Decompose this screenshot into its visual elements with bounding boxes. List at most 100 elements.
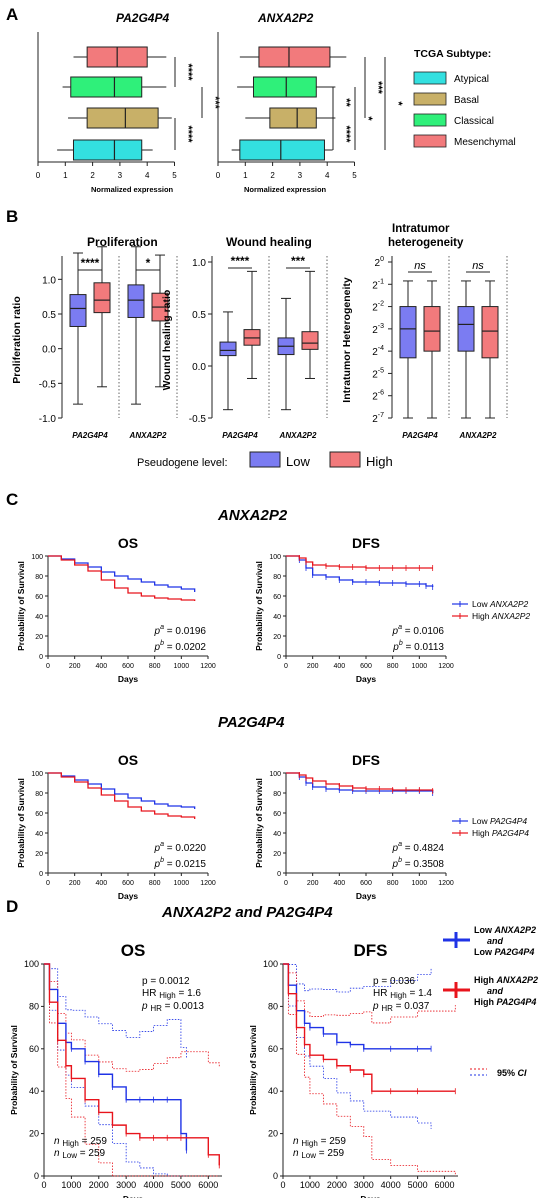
panel-b-title-2: Wound healing	[226, 235, 312, 249]
panel-a-plot-anxa2p2: 0 1 2 3 4 5***********	[216, 32, 404, 180]
x-axis-label: Days	[123, 1194, 144, 1198]
y-tick-label: 80	[35, 791, 43, 798]
x-tick-label: 0	[36, 171, 41, 180]
legend-label-high: High PA2G4P4	[472, 828, 529, 838]
x-tick-label: 200	[307, 880, 319, 887]
y-axis-label: Probability of Survival	[248, 1025, 258, 1115]
y-tick-label: 20	[375, 256, 385, 269]
sig-label: ***	[209, 96, 221, 110]
y-axis-label: Probability of Survival	[16, 561, 26, 651]
box-low	[399, 306, 417, 359]
x-tick-label: 6000	[435, 1180, 455, 1190]
y-tick-label: 100	[31, 554, 43, 561]
p-value-pa: pa = 0.4824	[392, 841, 445, 854]
sig-label: *	[146, 256, 151, 270]
y-tick-label: 100	[269, 554, 281, 561]
legend-swatch-high	[329, 451, 361, 468]
x-tick-label: 1200	[438, 880, 454, 887]
y-tick-label: 0	[39, 654, 43, 661]
x-tick-label: 6000	[198, 1180, 218, 1190]
survival-curve-high	[286, 555, 433, 569]
legend-swatch-atypical	[413, 71, 447, 85]
sample-size: n High = 259	[54, 1136, 107, 1148]
y-axis-label: Proliferation ratio	[11, 296, 23, 384]
y-tick-label: 100	[269, 771, 281, 778]
box-high	[301, 331, 319, 350]
plot-title: OS	[118, 752, 138, 768]
panel-d-plots: 0204060801000100020003000400050006000OSD…	[9, 941, 458, 1198]
x-tick-label: 1	[63, 171, 68, 180]
y-tick-label: 2-2	[372, 301, 384, 314]
y-tick-label: 20	[35, 851, 43, 858]
plot-title: DFS	[352, 535, 380, 551]
box-atypical	[72, 139, 143, 161]
sample-size: n High = 259	[293, 1136, 346, 1148]
y-tick-label: 1.0	[192, 258, 206, 269]
y-tick-label: 0	[277, 654, 281, 661]
legend-swatch-basal	[413, 92, 447, 106]
y-tick-label: 2-1	[372, 278, 384, 291]
sig-label: ****	[231, 254, 250, 268]
y-tick-label: 2-4	[372, 345, 384, 358]
legend-label-classical: Classical	[454, 116, 494, 127]
panel-a-legend-title: TCGA Subtype:	[414, 48, 491, 60]
x-tick-label: 0	[216, 171, 221, 180]
panel-b-plot-proliferation: -1.0-0.50.00.51.0**** *PA2G4P4 ANXA2P2Prol…	[11, 246, 178, 440]
survival-curve-low	[48, 555, 196, 592]
y-tick-label: -0.5	[39, 379, 57, 390]
panel-d-title: ANXA2P2 and PA2G4P4	[161, 904, 333, 921]
legend-label-atypical: Atypical	[454, 74, 489, 85]
y-axis-label: Intratumor Heterogeneity	[341, 277, 353, 403]
y-tick-label: 2-3	[372, 323, 384, 336]
legend-label-mesenchymal: Mesenchymal	[454, 137, 516, 148]
x-tick-label: 1000	[412, 663, 428, 670]
x-tick-label: 600	[360, 663, 372, 670]
panel-c-gene-1: ANXA2P2	[217, 507, 288, 524]
box-atypical	[239, 139, 325, 161]
sample-size: n Low = 259	[293, 1148, 345, 1160]
hr-value: HR High = 1.6	[142, 988, 201, 1000]
panel-b-plot-wound-healing: -0.50.00.51.0 **** ***PA2G4P4 ANXA2P2Wound …	[161, 254, 328, 440]
x-tick-label: 4000	[144, 1180, 164, 1190]
y-tick-label: 40	[268, 1086, 278, 1096]
survival-curve-high	[286, 772, 434, 791]
legend-low-line2: and	[487, 936, 504, 946]
x-tick-label: 5	[172, 171, 177, 180]
x-tick-label: 0	[284, 663, 288, 670]
survival-curve-high	[48, 555, 196, 601]
plot-title: DFS	[354, 941, 388, 960]
x-tick-label: 400	[333, 880, 345, 887]
y-tick-label: 20	[29, 1129, 39, 1139]
box-basal	[86, 107, 159, 129]
x-tick-label: 600	[122, 663, 134, 670]
y-tick-label: 80	[268, 1001, 278, 1011]
y-tick-label: 0	[34, 1171, 39, 1181]
box-low	[127, 284, 145, 318]
sig-label: ****	[182, 63, 194, 81]
box-low	[457, 306, 475, 352]
y-axis-label: Wound healing ratio	[161, 290, 173, 391]
legend-high-line2: and	[487, 986, 504, 996]
panel-c-gene-2: PA2G4P4	[218, 714, 285, 731]
y-tick-label: 80	[273, 574, 281, 581]
sig-label: ns	[414, 260, 426, 272]
panel-a-plot-pa2g4p4: 0 1 2 3 4 5***********	[36, 32, 221, 180]
x-tick-label: 200	[69, 663, 81, 670]
sig-label: ****	[81, 256, 100, 270]
legend-swatch-low	[249, 451, 281, 468]
sample-size: n Low = 259	[54, 1148, 106, 1160]
panel-b-title-1: Proliferation	[87, 235, 158, 249]
legend-swatch-classical	[413, 113, 447, 127]
legend-low-line3: Low PA2G4P4	[474, 947, 534, 957]
x-tick-label: 2	[270, 171, 275, 180]
x-tick-label: 1000	[412, 880, 428, 887]
plot-title: OS	[121, 941, 146, 960]
x-tick-label: 1000	[174, 880, 190, 887]
survival-curve-high	[44, 963, 220, 1166]
y-tick-label: 40	[273, 614, 281, 621]
x-tick-label: 1	[243, 171, 248, 180]
survival-curve-low	[48, 772, 196, 809]
y-axis-label: Probability of Survival	[254, 778, 264, 868]
y-tick-label: 100	[263, 959, 278, 969]
